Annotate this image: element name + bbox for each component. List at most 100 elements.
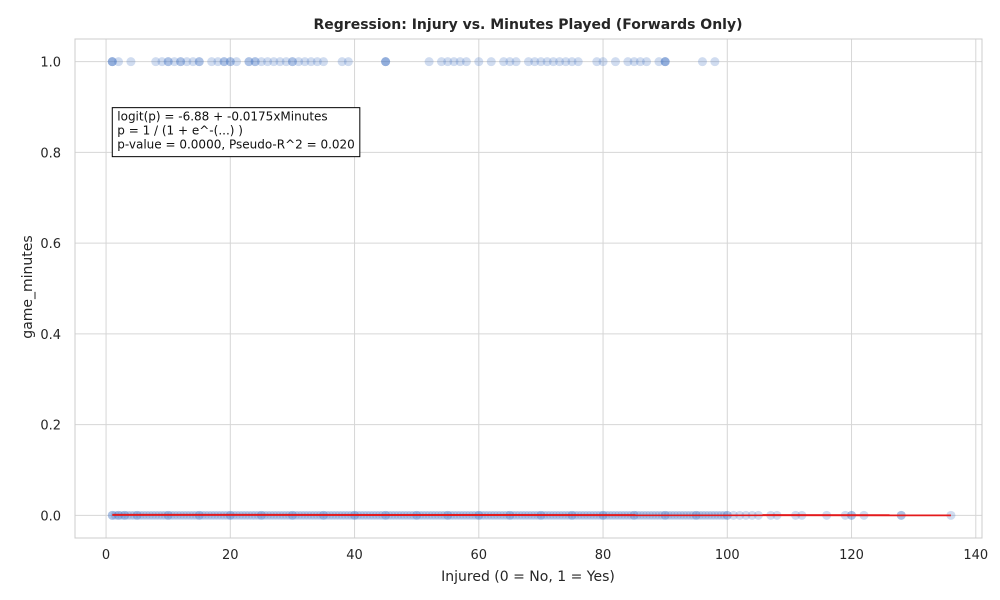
data-point-y1 xyxy=(536,57,546,67)
data-point-y1 xyxy=(287,57,297,67)
data-point-y1 xyxy=(188,57,198,67)
data-point-y1 xyxy=(499,57,509,67)
x-axis-ticks: 0 20 40 60 80 100 120 140 xyxy=(102,548,988,563)
data-point-y1 xyxy=(176,57,186,67)
y-tick-label: 0.8 xyxy=(40,146,61,161)
data-point-y1 xyxy=(455,57,465,67)
data-point-y1 xyxy=(126,57,136,67)
data-point-y1 xyxy=(548,57,558,67)
data-point-y1 xyxy=(524,57,533,67)
data-point-y1 xyxy=(163,57,173,67)
annotation-probability-formula: p = 1 / (1 + e^-(...) ) xyxy=(117,124,243,138)
data-point-y1 xyxy=(697,57,707,67)
data-point-y1 xyxy=(530,57,540,67)
data-point-y1 xyxy=(256,57,266,67)
regression-annotation: logit(p) = -6.88 + -0.0175xMinutes p = 1… xyxy=(111,107,361,158)
data-point-y1 xyxy=(486,57,496,67)
x-tick-label: 0 xyxy=(102,548,110,563)
data-point-y1 xyxy=(381,57,391,67)
data-point-y1 xyxy=(660,57,670,67)
data-point-y1 xyxy=(225,57,235,67)
y-tick-label: 0.4 xyxy=(40,328,61,343)
data-point-y1 xyxy=(561,57,571,67)
x-tick-label: 60 xyxy=(471,548,488,563)
data-point-y1 xyxy=(424,57,434,67)
data-point-y1 xyxy=(250,57,260,67)
y-tick-label: 0.2 xyxy=(40,419,61,434)
data-point-y1 xyxy=(219,57,229,67)
chart-title: Regression: Injury vs. Minutes Played (F… xyxy=(314,17,743,33)
data-point-y1 xyxy=(275,57,285,67)
data-point-y1 xyxy=(269,57,279,67)
data-point-y1 xyxy=(511,57,521,67)
data-point-y1 xyxy=(635,57,645,67)
data-point-y1 xyxy=(474,57,484,67)
data-point-y1 xyxy=(312,57,322,67)
data-point-y1 xyxy=(213,57,223,67)
annotation-equation: logit(p) = -6.88 + -0.0175xMinutes xyxy=(117,110,327,124)
data-point-y1 xyxy=(654,57,664,67)
data-point-y1 xyxy=(176,57,186,67)
data-point-y1 xyxy=(194,57,204,67)
data-point-y1 xyxy=(660,57,670,67)
plot-frame xyxy=(74,38,983,539)
x-tick-label: 100 xyxy=(715,548,740,563)
data-point-y1 xyxy=(151,57,161,67)
y-axis-title: game_minutes xyxy=(20,235,36,338)
data-point-y1 xyxy=(710,57,720,67)
data-point-y1 xyxy=(250,57,260,67)
data-point-y1 xyxy=(263,57,273,67)
data-point-y1 xyxy=(207,57,217,67)
y-axis-ticks: 0.0 0.2 0.4 0.6 0.8 1.0 xyxy=(40,56,61,525)
data-point-y1 xyxy=(623,57,633,67)
data-point-y1 xyxy=(225,57,235,67)
data-point-y1 xyxy=(281,57,291,67)
y-tick-label: 1.0 xyxy=(40,56,61,71)
data-point-y0 xyxy=(946,510,956,520)
data-point-y1 xyxy=(107,57,117,67)
data-point-y1 xyxy=(182,57,192,67)
data-point-y1 xyxy=(300,57,310,67)
x-tick-label: 40 xyxy=(346,548,363,563)
data-point-y1 xyxy=(381,57,391,67)
data-point-y1 xyxy=(157,57,167,67)
data-point-y1 xyxy=(461,57,471,67)
data-point-y1 xyxy=(437,57,447,67)
x-tick-label: 140 xyxy=(963,548,988,563)
y-tick-label: 0.0 xyxy=(40,509,61,524)
data-point-y1 xyxy=(219,57,229,67)
data-point-y1 xyxy=(244,57,254,67)
data-point-y1 xyxy=(592,57,602,67)
y-tick-label: 0.6 xyxy=(40,237,61,252)
x-tick-label: 120 xyxy=(839,548,864,563)
data-point-y1 xyxy=(244,57,254,67)
data-point-y1 xyxy=(194,57,204,67)
data-point-y1 xyxy=(555,57,565,67)
data-point-y1 xyxy=(610,57,620,67)
data-point-y1 xyxy=(113,57,123,67)
data-point-y1 xyxy=(107,57,117,67)
data-point-y1 xyxy=(287,57,297,67)
data-point-y1 xyxy=(337,57,347,67)
data-point-y1 xyxy=(567,57,577,67)
data-point-y1 xyxy=(294,57,304,67)
data-point-y1 xyxy=(505,57,515,67)
annotation-statistics: p-value = 0.0000, Pseudo-R^2 = 0.020 xyxy=(117,138,355,152)
x-axis-title: Injured (0 = No, 1 = Yes) xyxy=(441,569,615,585)
data-point-y1 xyxy=(169,57,179,67)
data-point-y1 xyxy=(449,57,459,67)
data-point-y1 xyxy=(163,57,173,67)
x-tick-label: 20 xyxy=(222,548,239,563)
data-point-y1 xyxy=(306,57,316,67)
data-point-y1 xyxy=(381,57,391,67)
data-point-y1 xyxy=(318,57,328,67)
x-tick-label: 80 xyxy=(595,548,612,563)
data-point-y1 xyxy=(343,57,353,67)
data-point-y1 xyxy=(629,57,639,67)
annotation-box xyxy=(111,107,361,158)
data-point-y1 xyxy=(598,57,608,67)
data-point-y1 xyxy=(107,57,117,67)
data-point-y1 xyxy=(660,57,670,67)
